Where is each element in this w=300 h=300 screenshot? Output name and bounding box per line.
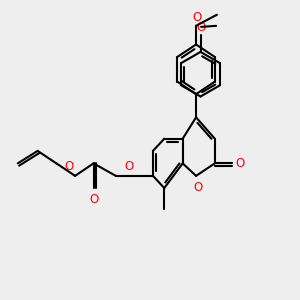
Text: O: O: [196, 21, 206, 34]
Text: O: O: [235, 157, 244, 170]
Text: O: O: [192, 11, 201, 24]
Text: O: O: [194, 181, 203, 194]
Text: O: O: [89, 194, 98, 206]
Text: O: O: [124, 160, 134, 173]
Text: O: O: [65, 160, 74, 173]
